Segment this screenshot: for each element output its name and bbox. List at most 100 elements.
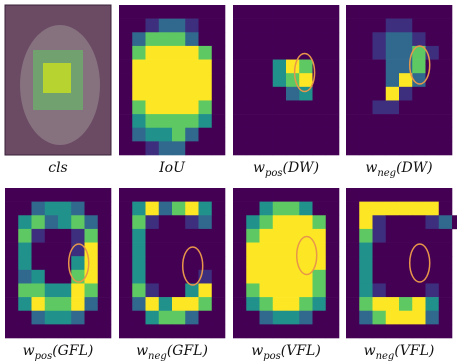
heat-cell (18, 201, 32, 216)
heat-cell (299, 297, 313, 312)
heat-cell (325, 324, 340, 339)
heat-cell (233, 215, 247, 230)
heat-cell (158, 100, 173, 115)
heat-cell (286, 324, 300, 339)
heat-cell (438, 86, 453, 101)
heat-cell (211, 324, 226, 339)
heat-cell (385, 188, 400, 202)
heat-cell (286, 215, 300, 230)
heat-cell (272, 73, 287, 88)
caption-label: w (364, 343, 376, 359)
heat-cell (172, 242, 186, 257)
heat-cell (385, 114, 400, 129)
heat-cell (158, 59, 173, 74)
heat-cell (58, 201, 72, 216)
heat-cell (145, 18, 160, 33)
heat-cell (185, 32, 199, 47)
heat-cell (71, 188, 85, 202)
heat-cell (312, 297, 327, 312)
heat-cell (158, 269, 173, 284)
heat-cell (44, 297, 59, 312)
heat-cell (346, 324, 360, 339)
heat-cell (58, 188, 72, 202)
heat-cell (18, 256, 32, 271)
heat-cell (119, 114, 133, 129)
heat-cell (286, 297, 300, 312)
heat-cell (211, 5, 226, 19)
heat-cell (286, 283, 300, 298)
heat-cell (97, 215, 112, 230)
heat-cell (198, 32, 213, 47)
heat-cell (312, 269, 327, 284)
highlight-ellipse (295, 235, 318, 276)
heat-cell (359, 310, 373, 325)
heat-cell (412, 228, 426, 243)
heat-cell (385, 127, 400, 142)
heat-cell (438, 73, 453, 88)
heat-cell (119, 45, 133, 60)
heat-cell (286, 201, 300, 216)
heat-cell (5, 269, 19, 284)
heat-cell (18, 228, 32, 243)
heat-cell (425, 59, 440, 74)
heat-cell (158, 228, 173, 243)
heat-cell (185, 100, 199, 115)
heat-cell (412, 141, 426, 156)
caption-suffix: (VFL) (281, 343, 321, 359)
heat-cell (158, 45, 173, 60)
heat-cell (425, 201, 440, 216)
caption-suffix: (GFL) (167, 343, 208, 359)
heat-cell (97, 324, 112, 339)
heat-cell (119, 86, 133, 101)
heat-cell (132, 283, 146, 298)
heat-cell (312, 86, 327, 101)
heat-cell (132, 201, 146, 216)
heat-cell (198, 18, 213, 33)
heat-cell (412, 32, 426, 47)
heat-cell (272, 100, 287, 115)
heat-cell (246, 201, 260, 216)
heat-cell (412, 283, 426, 298)
heat-cell (132, 100, 146, 115)
heat-cell (58, 310, 72, 325)
heat-cell (425, 100, 440, 115)
heat-cell (325, 297, 340, 312)
heat-cell (233, 228, 247, 243)
heat-cell (385, 5, 400, 19)
heat-cell (299, 242, 313, 257)
heat-cell (346, 297, 360, 312)
heat-cell (359, 201, 373, 216)
heat-cell (198, 256, 213, 271)
heat-cell (158, 188, 173, 202)
heat-cell (286, 141, 300, 156)
heat-cell (372, 283, 387, 298)
heat-cell (286, 188, 300, 202)
heat-cell (211, 59, 226, 74)
heat-cell (272, 32, 287, 47)
heat-cell (132, 114, 146, 129)
heat-cell (198, 114, 213, 129)
heat-cell (272, 59, 287, 74)
heat-cell (185, 228, 199, 243)
heat-cell (132, 141, 146, 156)
heat-cell (211, 45, 226, 60)
heat-cell (145, 59, 160, 74)
heat-cell (31, 242, 46, 257)
heat-cell (299, 86, 313, 101)
heat-cell (372, 18, 387, 33)
heat-cell (172, 310, 186, 325)
heat-cell (272, 256, 287, 271)
heat-cell (399, 86, 413, 101)
heat-cell (312, 32, 327, 47)
heat-cell (385, 100, 400, 115)
heat-cell (145, 73, 160, 88)
heat-cell (44, 283, 59, 298)
heat-cell (233, 127, 247, 142)
heat-cell (198, 188, 213, 202)
heat-cell (272, 141, 287, 156)
heat-cell (172, 201, 186, 216)
heat-cell (198, 45, 213, 60)
heat-cell (233, 242, 247, 257)
heat-cell (286, 100, 300, 115)
heat-cell (399, 324, 413, 339)
